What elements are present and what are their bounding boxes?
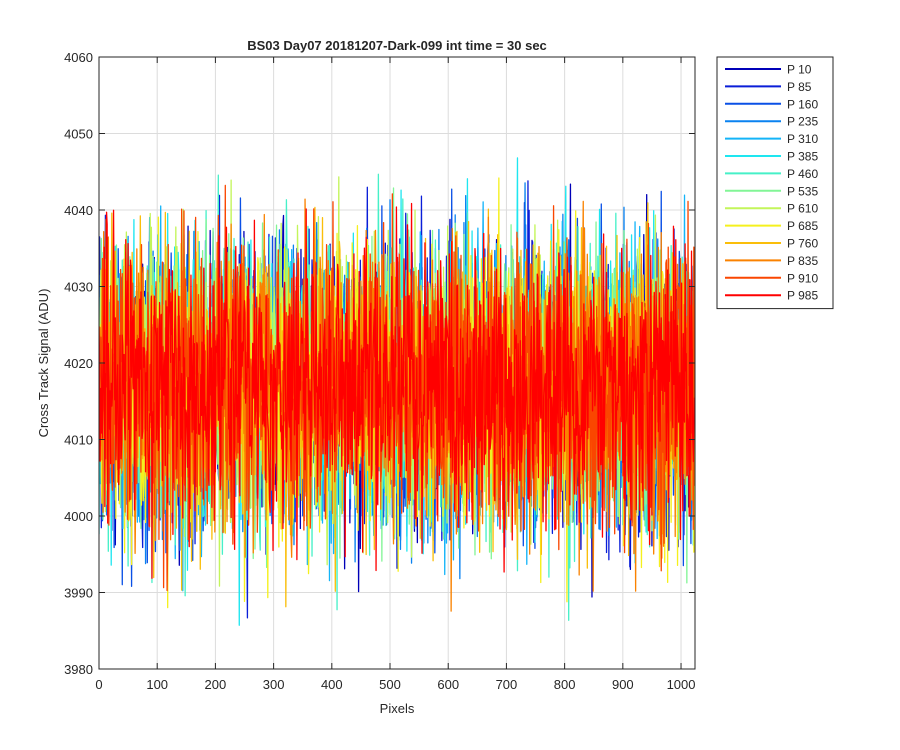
x-axis-label: Pixels: [380, 701, 415, 716]
x-tick-label: 200: [205, 677, 227, 692]
legend-label: P 910: [787, 271, 818, 285]
axis-ticks: 0 100 200 300 400 500 600 700 800 900 1000 3980 3990…: [64, 50, 695, 692]
legend: P 10 P 85 P 160 P 235 P 310 P 385 P 460 P 535 P …: [716, 56, 834, 310]
x-tick-label: 600: [437, 677, 459, 692]
x-tick-label: 400: [321, 677, 343, 692]
series-lines: [99, 157, 695, 626]
y-tick-label: 4000: [64, 509, 93, 524]
y-tick-label: 3990: [64, 586, 93, 601]
y-tick-label: 4050: [64, 127, 93, 142]
legend-label: P 760: [787, 237, 818, 251]
y-axis-label: Cross Track Signal (ADU): [36, 289, 51, 438]
x-tick-label: 0: [95, 677, 102, 692]
legend-label: P 460: [787, 167, 818, 181]
legend-label: P 535: [787, 184, 818, 198]
series-line: [99, 184, 695, 592]
legend-label: P 385: [787, 150, 818, 164]
legend-label: P 160: [787, 97, 818, 111]
x-tick-label: 300: [263, 677, 285, 692]
chart-title: BS03 Day07 20181207-Dark-099 int time = …: [247, 38, 547, 53]
y-tick-label: 4040: [64, 203, 93, 218]
y-tick-label: 4030: [64, 280, 93, 295]
y-tick-label: 4020: [64, 356, 93, 371]
y-tick-label: 3980: [64, 662, 93, 677]
y-tick-label: 4060: [64, 50, 93, 65]
legend-box: [716, 56, 834, 310]
legend-label: P 610: [787, 202, 818, 216]
legend-label: P 985: [787, 289, 818, 303]
x-tick-label: 900: [612, 677, 634, 692]
x-tick-label: 100: [146, 677, 168, 692]
x-tick-label: 800: [554, 677, 576, 692]
legend-label: P 10: [787, 63, 812, 77]
x-tick-label: 700: [496, 677, 518, 692]
legend-label: P 85: [787, 80, 812, 94]
legend-label: P 685: [787, 219, 818, 233]
series-line: [99, 202, 695, 579]
legend-label: P 235: [787, 115, 818, 129]
legend-label: P 310: [787, 132, 818, 146]
x-tick-label: 500: [379, 677, 401, 692]
y-tick-label: 4010: [64, 433, 93, 448]
legend-label: P 835: [787, 254, 818, 268]
x-tick-label: 1000: [667, 677, 696, 692]
